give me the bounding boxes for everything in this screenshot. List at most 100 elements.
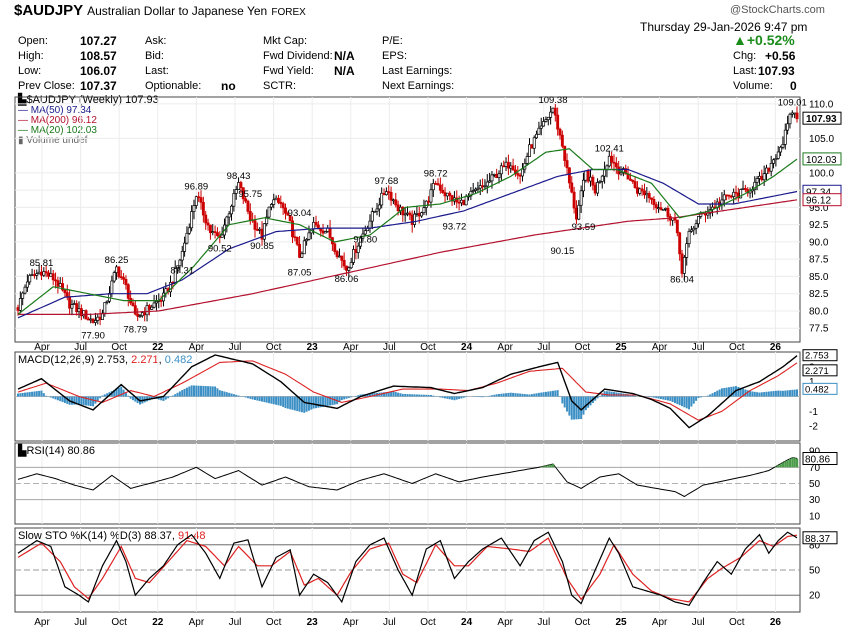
macd-histogram-bar [385,392,388,397]
candle-body [530,144,534,149]
candle-body [537,127,541,135]
candle-body [760,175,764,181]
candle-body [54,279,57,282]
rsi-tick-label: 70 [809,463,821,474]
candle-body [509,165,513,169]
macd-tick-label: -2 [809,422,818,433]
candle-body [180,251,184,261]
right-price-label: 107.93 [806,114,837,125]
candle-body [650,197,653,200]
candle-body [126,284,130,299]
mkt-cap-label: Mkt Cap: [263,35,308,47]
candle-body [429,189,433,203]
macd-histogram-bar [188,386,191,397]
macd-histogram-bar [796,389,798,397]
candle-body [413,213,416,225]
macd-histogram-bar [251,396,254,400]
rsi-overbought-fill [793,458,796,468]
candle-body [215,232,219,236]
macd-histogram-bar [749,391,752,397]
macd-histogram-bar [82,396,85,406]
rsi-overbought-fill [540,466,543,468]
macd-signal-line [17,360,798,421]
macd-histogram-bar [289,396,292,410]
candle-body [169,282,172,293]
macd-histogram-bar [371,393,374,397]
macd-histogram-bar [397,392,400,397]
optionable-value: no [221,79,236,93]
macd-histogram-bar [117,387,120,397]
price-annotation: 90.85 [250,241,274,252]
macd-histogram-bar [296,396,299,412]
candle-body [579,190,583,206]
candle-body [384,191,388,196]
macd-histogram-bar [17,393,19,397]
candle-body [253,220,257,230]
candle-body [201,202,205,216]
candle-body [30,274,34,276]
macd-histogram-bar [770,391,773,397]
macd-value: 2.753 [97,354,126,366]
rsi-panel-title: ▙RSI(14) 80.86 [18,444,95,457]
candle-body [152,302,156,308]
candle-body [220,234,224,238]
candle-body [758,175,761,179]
macd-histogram-bar [521,393,524,397]
macd-histogram-bar [26,392,29,397]
macd-histogram-bar [561,396,564,404]
x-axis-label-bottom: Jul [229,617,242,628]
last-price-value: 107.93 [758,64,795,78]
x-axis-label-bottom: Apr [343,617,359,628]
candle-body [492,174,496,176]
price-annotation: 86.04 [670,274,694,285]
rsi-tick-label: 50 [809,479,821,490]
prev-close-label: Prev Close: [18,80,75,92]
candle-body [610,155,614,163]
macd-histogram-bar [763,392,766,397]
macd-histogram-bar [148,396,151,401]
ma20-line [17,148,798,315]
bid-label: Bid: [145,50,164,62]
macd-histogram-bar [415,394,418,397]
candle-body [98,316,102,320]
macd-histogram-bar [275,396,278,405]
candle-body [657,207,661,210]
macd-histogram-bar [279,396,282,406]
macd-histogram-bar [59,396,62,402]
candle-body [776,151,780,159]
candle-body [457,201,461,204]
price-annotation: 98.72 [424,169,448,180]
candle-body [478,185,482,189]
macd-histogram-bar [420,394,423,397]
candle-body [497,173,501,179]
candle-body [274,197,278,201]
candle-body [783,129,787,145]
macd-histogram-bar [784,390,787,397]
macd-histogram-bar [788,390,791,397]
macd-histogram-bar [66,396,69,404]
macd-histogram-bar [725,387,728,397]
fwd-yield-value: N/A [334,64,355,78]
macd-histogram-bar [685,396,688,409]
candle-body [377,204,381,210]
candle-body [276,197,280,203]
candle-body [408,212,412,216]
macd-histogram-bar [413,394,416,397]
candle-body [82,310,86,317]
candle-body [441,189,445,193]
candle-body [401,206,405,216]
candle-body [300,253,304,258]
candle-body [769,163,773,172]
x-axis-label-top: Jul [74,342,87,353]
macd-histogram-bar [596,396,599,399]
macd-histogram-bar [134,396,137,402]
macd-histogram-bar [38,390,41,397]
quote-date: Thursday 29-Jan-2026 9:47 pm [640,20,808,34]
candle-body [786,123,790,131]
macd-histogram-bar [373,393,376,397]
candle-body [279,202,283,204]
candle-body [375,208,379,212]
candle-body [406,212,409,215]
macd-histogram-bar [195,385,198,397]
rsi-overbought-fill [551,464,555,468]
